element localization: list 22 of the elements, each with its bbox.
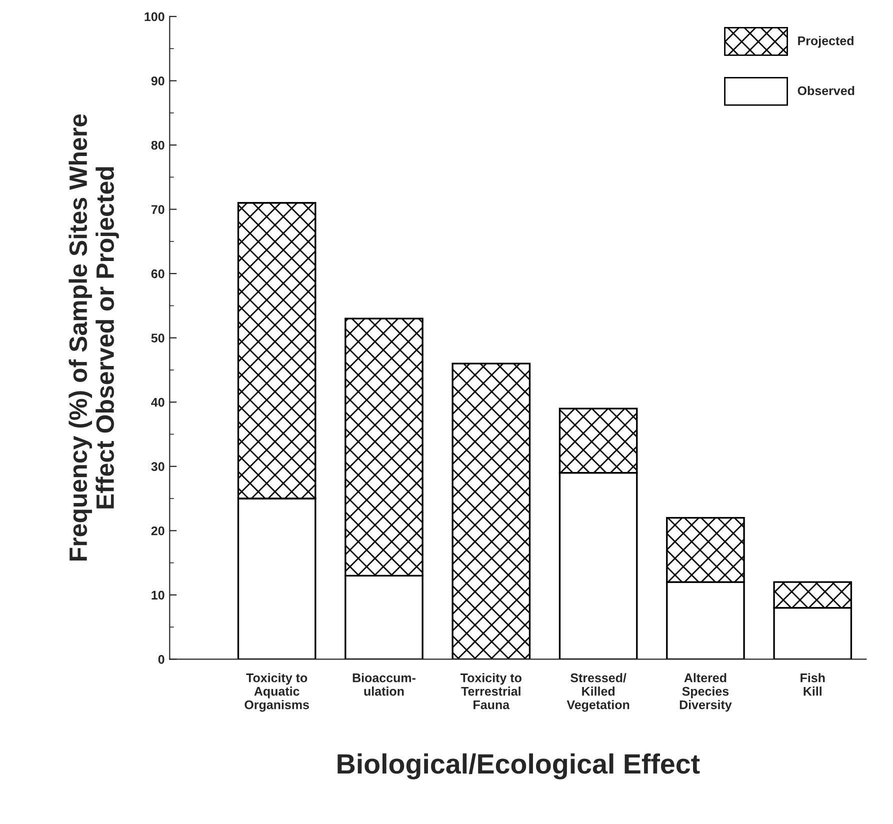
y-tick-label: 30 (151, 462, 164, 472)
y-tick-label: 100 (144, 12, 164, 22)
x-tick-label: Bioaccum- ulation (352, 673, 416, 696)
y-tick-label: 70 (151, 205, 164, 214)
y-tick-label: 20 (151, 526, 164, 536)
y-tick-label: 40 (151, 398, 164, 407)
x-axis-title: Biological/Ecological Effect (338, 753, 700, 780)
bar (452, 362, 531, 660)
legend-label: Observed (798, 86, 854, 96)
x-tick-label: Altered Species Diversity (680, 673, 732, 712)
y-axis-title: Frequency (%) of Sample Sites Where Effect Observed or Projected (68, 114, 119, 561)
y-tick-label: 80 (151, 140, 164, 150)
x-tick-label: Fish Kill (800, 673, 825, 696)
legend-label: Projected (798, 36, 854, 48)
y-tick-label: 0 (158, 655, 164, 664)
x-tick-label: Toxicity to Aquatic Organisms (244, 673, 309, 712)
x-tick-label: Toxicity to Terrestrial Fauna (460, 673, 522, 710)
x-tick-label: Stressed/ Killed Vegetation (566, 673, 630, 712)
y-tick-label: 50 (151, 334, 164, 342)
y-tick-label: 90 (151, 76, 164, 86)
y-tick-label: 10 (152, 590, 164, 600)
y-tick-label: 60 (151, 269, 164, 278)
